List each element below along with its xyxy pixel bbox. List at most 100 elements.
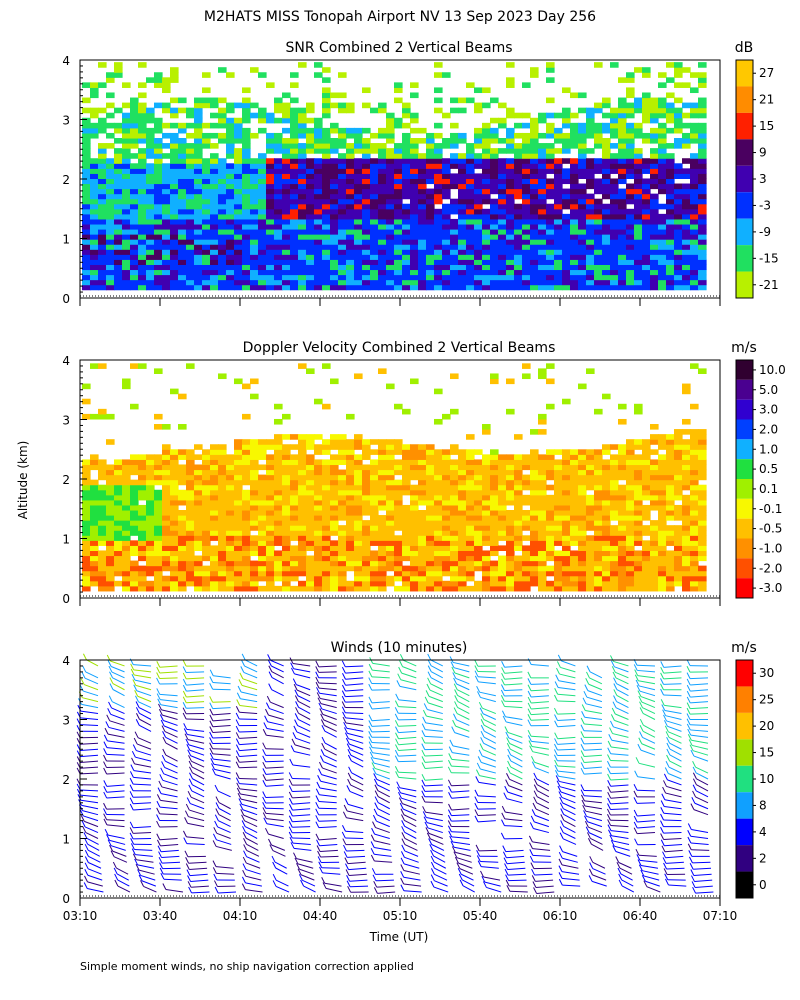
snr-cell: [298, 229, 307, 235]
doppler-cell: [450, 499, 459, 506]
snr-cell: [194, 244, 203, 250]
snr-cell: [674, 208, 683, 215]
doppler-cell: [434, 418, 443, 425]
snr-cell: [234, 198, 243, 205]
doppler-cell: [578, 585, 587, 592]
snr-cell: [618, 107, 627, 114]
doppler-cell: [450, 469, 459, 476]
doppler-cell: [386, 459, 395, 466]
snr-cell: [234, 153, 243, 159]
doppler-cell: [370, 439, 379, 445]
doppler-cell: [642, 575, 651, 582]
doppler-cell: [330, 530, 339, 536]
doppler-cell: [210, 484, 219, 491]
snr-cell: [114, 153, 123, 159]
snr-cell: [266, 208, 275, 215]
snr-cell: [338, 138, 347, 144]
snr-cell: [170, 178, 179, 185]
doppler-cell: [362, 469, 371, 476]
doppler-cell: [162, 479, 171, 486]
snr-cell: [578, 269, 587, 276]
snr-cell: [386, 239, 395, 245]
snr-cell: [458, 193, 467, 200]
snr-cell: [186, 274, 195, 281]
snr-cell: [570, 122, 579, 129]
colorbar-label: -15: [759, 251, 779, 265]
snr-cell: [130, 259, 139, 265]
snr-cell: [682, 264, 691, 271]
snr-cell: [258, 117, 267, 124]
snr-cell: [690, 203, 699, 210]
doppler-cell: [618, 575, 627, 582]
snr-cell: [218, 244, 227, 250]
snr-cell: [282, 213, 291, 220]
doppler-cell: [210, 520, 219, 526]
doppler-cell: [122, 540, 131, 546]
snr-cell: [426, 218, 435, 225]
snr-cell: [522, 168, 531, 174]
doppler-cell: [330, 479, 339, 486]
doppler-cell: [306, 585, 315, 592]
doppler-cell: [698, 545, 707, 551]
snr-cell: [554, 138, 563, 144]
doppler-cell: [338, 449, 347, 455]
doppler-cell: [218, 555, 227, 562]
doppler-cell: [514, 479, 523, 486]
snr-cell: [450, 153, 459, 159]
snr-cell: [362, 87, 371, 94]
snr-cell: [506, 249, 515, 255]
doppler-cell: [346, 469, 355, 476]
doppler-cell: [594, 509, 603, 516]
doppler-cell: [154, 515, 163, 521]
doppler-cell: [282, 509, 291, 516]
doppler-cell: [674, 434, 683, 440]
doppler-cell: [410, 484, 419, 491]
snr-cell: [138, 229, 147, 235]
snr-cell: [530, 173, 539, 180]
snr-cell: [530, 148, 539, 154]
doppler-cell: [674, 509, 683, 516]
snr-cell: [450, 97, 459, 104]
snr-cell: [170, 97, 179, 104]
snr-cell: [386, 127, 395, 134]
snr-cell: [146, 284, 155, 291]
doppler-cell: [378, 444, 387, 450]
doppler-cell: [570, 550, 579, 557]
snr-cell: [554, 264, 563, 271]
doppler-cell: [298, 469, 307, 476]
doppler-cell: [394, 509, 403, 516]
doppler-cell: [346, 515, 355, 521]
snr-cell: [250, 208, 259, 215]
snr-cell: [514, 264, 523, 271]
snr-cell: [154, 173, 163, 180]
snr-cell: [386, 284, 395, 291]
snr-cell: [226, 122, 235, 129]
snr-cell: [506, 188, 515, 195]
doppler-cell: [402, 545, 411, 551]
doppler-cell: [130, 520, 139, 526]
snr-cell: [458, 269, 467, 276]
snr-cell: [162, 223, 171, 230]
snr-cell: [250, 198, 259, 205]
snr-cell: [218, 274, 227, 281]
doppler-cell: [498, 585, 507, 592]
snr-cell: [474, 183, 483, 190]
snr-cell: [90, 264, 99, 271]
doppler-cell: [250, 560, 259, 567]
snr-cell: [474, 234, 483, 240]
snr-cell: [506, 112, 515, 119]
snr-cell: [114, 244, 123, 250]
snr-cell: [322, 148, 331, 154]
doppler-cell: [194, 469, 203, 476]
snr-cell: [130, 153, 139, 159]
snr-cell: [306, 264, 315, 271]
snr-cell: [170, 198, 179, 205]
snr-cell: [602, 254, 611, 260]
snr-cell: [266, 183, 275, 190]
doppler-cell: [418, 525, 427, 531]
snr-cell: [322, 208, 331, 215]
snr-cell: [498, 138, 507, 144]
snr-cell: [402, 132, 411, 139]
snr-cell: [154, 218, 163, 225]
doppler-cell: [410, 545, 419, 551]
